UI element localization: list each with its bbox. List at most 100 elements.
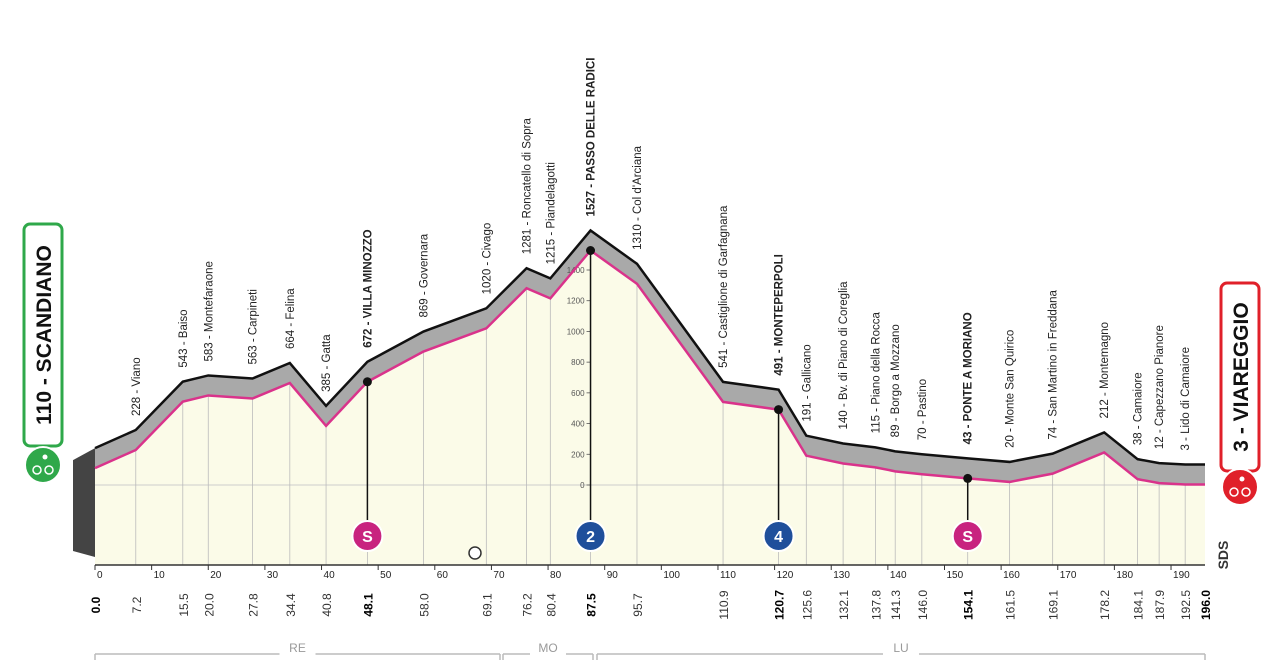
km-label: 196.0 [1199, 590, 1213, 620]
km-label: 187.9 [1153, 590, 1167, 620]
waypoint-label: 70 - Pastino [917, 379, 929, 440]
waypoint-label: 1281 - Roncatello di Sopra [522, 118, 534, 255]
x-tick-label: 60 [437, 570, 449, 581]
place-icon-head [1239, 476, 1245, 482]
badge [762, 520, 795, 552]
y-tick-label: 1400 [567, 266, 585, 275]
region-label: LU [893, 641, 908, 655]
waypoint-label: 115 - Piano della Rocca [870, 311, 882, 433]
waypoint-label: 140 - Bv. di Piano di Coreglia [838, 281, 850, 430]
km-label: 120.7 [773, 590, 787, 620]
waypoint-label: 541 - Castiglione di Garfagnana [718, 205, 730, 368]
badge [574, 520, 607, 552]
place-icon [1221, 468, 1259, 506]
logo: SDS [1215, 541, 1231, 570]
place-label: 110 - SCANDIANO [33, 245, 56, 425]
y-tick-label: 0 [580, 481, 585, 490]
region-bg [530, 640, 566, 656]
waypoint-label: 74 - San Martino in Freddana [1048, 289, 1060, 439]
km-label: 27.8 [246, 593, 260, 617]
badge-label: 2 [586, 529, 595, 546]
km-label: 87.5 [585, 593, 599, 617]
x-tick-label: 160 [1003, 570, 1020, 581]
km-label: 110.9 [717, 590, 731, 619]
x-tick-label: 20 [210, 570, 222, 581]
place-icon-wheel [32, 465, 42, 475]
km-label: 69.1 [480, 593, 494, 617]
x-tick-label: 50 [380, 570, 392, 581]
waypoint-label: 20 - Monte San Quirico [1005, 330, 1017, 448]
km-label: 95.7 [631, 593, 645, 617]
place-icon-wheel [1229, 487, 1239, 497]
waypoint-label: 664 - Felina [285, 288, 297, 349]
waypoint-label: 1215 - Piandelagotti [545, 162, 557, 264]
km-label: 192.5 [1179, 590, 1193, 620]
badge-label: S [362, 529, 373, 546]
waypoint-label: 563 - Carpineti [247, 289, 259, 364]
y-tick-label: 200 [571, 450, 585, 459]
x-tick-label: 40 [324, 570, 336, 581]
waypoint-label: 12 - Capezzano Pianore [1154, 325, 1166, 449]
waypoint-dot [963, 473, 973, 483]
waypoint-label: 191 - Gallicano [801, 344, 813, 421]
place-icon [24, 446, 62, 484]
km-label: 132.1 [837, 590, 851, 620]
km-label: 141.3 [889, 590, 903, 620]
x-tick-label: 100 [663, 570, 680, 581]
waypoint-label: 869 - Governara [418, 233, 430, 317]
waypoint-label: 228 - Viano [131, 357, 143, 416]
y-tick-label: 1200 [567, 297, 585, 306]
km-label: 40.8 [320, 593, 334, 617]
place-label: 3 - VIAREGGIO [1230, 302, 1253, 451]
waypoint-label: 491 - MONTEPERPOLI [774, 254, 786, 375]
waypoint-label: 583 - Montefaraone [203, 261, 215, 361]
km-label: 7.2 [130, 596, 144, 613]
place-icon-wheel [1241, 487, 1251, 497]
km-label: 20.0 [202, 593, 216, 617]
x-tick-label: 70 [493, 570, 505, 581]
x-tick-label: 190 [1173, 570, 1190, 581]
x-tick-label: 140 [890, 570, 907, 581]
place-icon-wheel [44, 465, 54, 475]
region-label: MO [538, 641, 557, 655]
region: MO [502, 640, 594, 660]
x-tick-label: 170 [1060, 570, 1077, 581]
waypoint-label: 89 - Borgo a Mozzano [890, 324, 902, 437]
badge-label: 4 [774, 529, 783, 546]
km-label: 154.1 [962, 590, 976, 620]
waypoint-label: 212 - Montemagno [1099, 322, 1111, 419]
waypoint-label: 385 - Gatta [321, 334, 333, 392]
waypoint-label: 38 - Camaiore [1133, 372, 1145, 445]
badge-label: S [962, 529, 973, 546]
km-label: 169.1 [1047, 590, 1061, 620]
place-icon-head [42, 454, 48, 460]
km-label: 125.6 [800, 590, 814, 620]
ground [95, 250, 1205, 565]
waypoint-label: 672 - VILLA MINOZZO [362, 229, 374, 347]
waypoint-dot [774, 405, 784, 415]
badge [951, 520, 984, 552]
y-tick-label: 400 [571, 420, 585, 429]
waypoint-dot [586, 245, 596, 255]
km-label: 178.2 [1098, 590, 1112, 620]
x-tick-label: 10 [154, 570, 166, 581]
y-tick-label: 600 [571, 389, 585, 398]
km-label: 137.8 [869, 590, 883, 620]
profile-side [73, 448, 95, 557]
y-tick-label: 800 [571, 358, 585, 367]
y-tick-label: 1000 [567, 327, 585, 336]
waypoint-label: 43 - PONTE A MORIANO [963, 312, 975, 444]
x-tick-label: 90 [607, 570, 619, 581]
km-label: 34.4 [284, 593, 298, 617]
waypoint-label: 1310 - Col d'Arciana [632, 145, 644, 249]
x-tick-label: 120 [777, 570, 794, 581]
region: RE [94, 640, 501, 660]
km-label: 48.1 [361, 593, 375, 617]
km-label: 76.2 [521, 593, 535, 617]
tunnel-icon [468, 546, 482, 560]
waypoint-label: 1527 - PASSO DELLE RADICI [586, 58, 598, 217]
waypoint-label: 1020 - Civago [481, 223, 493, 295]
km-label: 80.4 [544, 593, 558, 617]
x-tick-label: 80 [550, 570, 562, 581]
